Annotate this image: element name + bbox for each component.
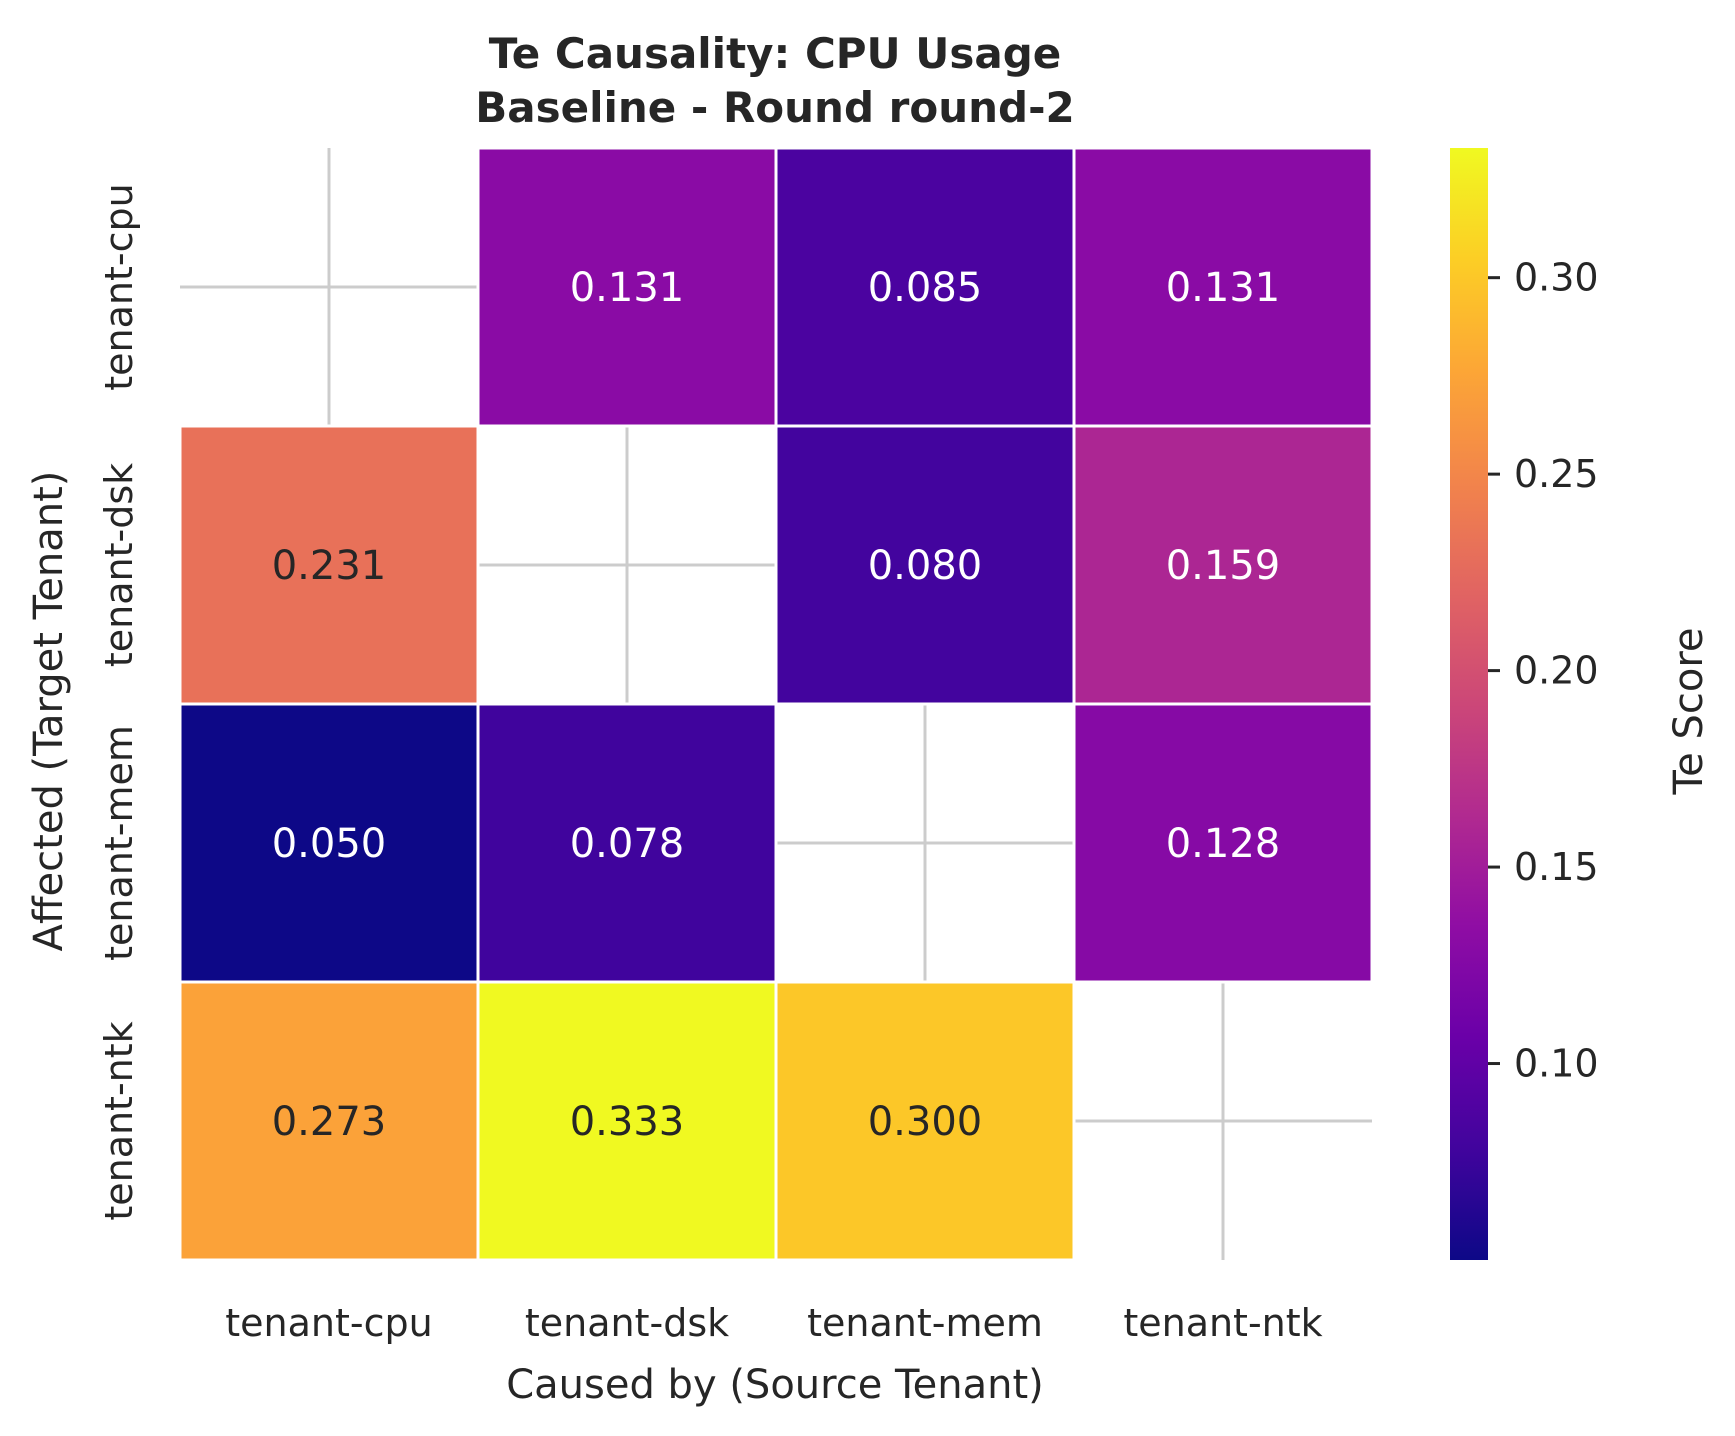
heatmap-cell (774, 146, 1076, 428)
heatmap-cell (1072, 424, 1374, 706)
colorbar-ticks: 0.10 0.15 0.20 0.25 0.30 (1488, 256, 1599, 1086)
cell-value-label: 0.085 (868, 265, 983, 311)
cell-value-label: 0.078 (570, 821, 685, 867)
x-tick-label: tenant-mem (807, 1301, 1043, 1345)
cell-value-label: 0.333 (570, 1099, 685, 1145)
x-tick-labels: tenant-cpu tenant-dsk tenant-mem tenant-ntk (225, 1301, 1322, 1345)
heatmap-cell (1072, 146, 1374, 428)
colorbar-tick-label: 0.20 (1514, 649, 1599, 693)
x-axis-label: Caused by (Source Tenant) (506, 1362, 1044, 1408)
colorbar-tick-label: 0.30 (1514, 256, 1599, 300)
cell-value-label: 0.080 (868, 543, 983, 589)
x-tick-label: tenant-cpu (225, 1301, 432, 1345)
colorbar-label: Te Score (1666, 628, 1712, 796)
cell-value-label: 0.131 (1166, 265, 1281, 311)
y-tick-label: tenant-ntk (97, 1021, 141, 1220)
colorbar (1450, 148, 1488, 1260)
heatmap-cell (1072, 702, 1374, 984)
colorbar-tick-label: 0.25 (1514, 452, 1599, 496)
y-tick-label: tenant-dsk (97, 463, 141, 667)
y-axis-label: Affected (Target Tenant) (26, 471, 72, 952)
cell-value-label: 0.273 (272, 1099, 387, 1145)
colorbar-tick-label: 0.10 (1514, 1042, 1599, 1086)
cell-value-label: 0.159 (1166, 543, 1281, 589)
colorbar-tick-label: 0.15 (1514, 845, 1599, 889)
heatmap-cell (178, 424, 480, 706)
cell-value-label: 0.128 (1166, 821, 1281, 867)
chart-title: Te Causality: CPU Usage (489, 29, 1062, 78)
heatmap-cell (476, 146, 778, 428)
heatmap-cell (774, 980, 1076, 1262)
cell-value-label: 0.050 (272, 821, 387, 867)
heatmap-cells: 0.131 0.085 0.131 0.231 0.080 0.159 0.050 0.078… (178, 146, 1374, 1262)
y-tick-labels: tenant-cpu tenant-dsk tenant-mem tenant-ntk (97, 183, 141, 1220)
x-tick-label: tenant-dsk (525, 1301, 729, 1345)
chart-subtitle: Baseline - Round round-2 (475, 83, 1074, 132)
heatmap-cell (178, 702, 480, 984)
cell-value-label: 0.231 (272, 543, 387, 589)
cell-value-label: 0.131 (570, 265, 685, 311)
cell-value-label: 0.300 (868, 1099, 983, 1145)
x-tick-label: tenant-ntk (1123, 1301, 1322, 1345)
heatmap-cell (476, 702, 778, 984)
y-tick-label: tenant-cpu (97, 183, 141, 390)
heatmap-cell (476, 980, 778, 1262)
y-tick-label: tenant-mem (97, 725, 141, 961)
